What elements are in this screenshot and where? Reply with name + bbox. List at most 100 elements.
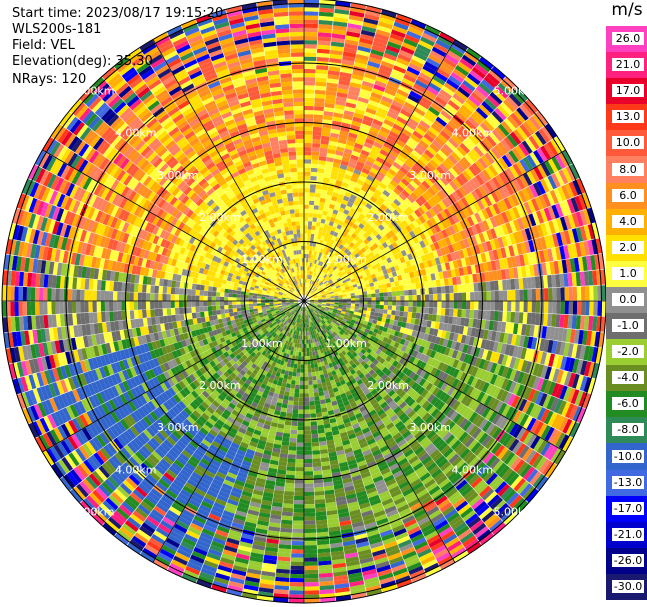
range-gate bbox=[369, 216, 377, 224]
range-gate bbox=[521, 324, 527, 336]
range-gate bbox=[308, 293, 312, 297]
range-gate bbox=[408, 222, 416, 231]
range-gate bbox=[392, 301, 397, 306]
range-gate bbox=[384, 332, 391, 339]
range-gate bbox=[307, 274, 310, 279]
range-gate bbox=[530, 276, 536, 289]
range-gate bbox=[287, 400, 294, 406]
range-gate bbox=[385, 207, 393, 216]
range-gate bbox=[315, 507, 327, 513]
range-gate bbox=[396, 57, 410, 67]
range-gate bbox=[529, 116, 542, 131]
range-gate bbox=[309, 296, 314, 299]
range-gate bbox=[474, 357, 482, 368]
range-gate bbox=[492, 203, 501, 215]
range-gate bbox=[362, 331, 368, 337]
range-gate bbox=[509, 368, 517, 381]
range-gate bbox=[305, 266, 308, 271]
range-gate bbox=[322, 318, 327, 323]
range-gate bbox=[364, 111, 375, 119]
range-gate bbox=[429, 350, 437, 359]
range-gate bbox=[450, 269, 457, 278]
range-gate bbox=[304, 258, 307, 263]
range-gate bbox=[519, 483, 533, 498]
range-gate bbox=[481, 382, 490, 393]
range-gate bbox=[412, 365, 420, 374]
range-gate bbox=[348, 273, 354, 278]
range-gate bbox=[348, 14, 364, 22]
range-gate bbox=[507, 115, 520, 129]
range-gate bbox=[446, 421, 456, 432]
range-gate bbox=[531, 390, 540, 404]
range-gate bbox=[304, 545, 317, 550]
range-gate bbox=[362, 291, 368, 295]
range-gate bbox=[307, 279, 310, 284]
range-gate bbox=[532, 473, 545, 488]
range-gate bbox=[332, 288, 338, 292]
range-gate bbox=[349, 82, 362, 89]
range-gate bbox=[427, 259, 433, 268]
range-gate bbox=[418, 195, 427, 204]
range-gate bbox=[308, 305, 312, 309]
range-gate bbox=[304, 126, 313, 131]
range-gate bbox=[300, 360, 304, 365]
range-gate bbox=[370, 286, 375, 291]
range-gate bbox=[576, 407, 586, 424]
range-gate bbox=[351, 281, 357, 286]
range-gate bbox=[415, 395, 424, 404]
range-gate bbox=[419, 240, 426, 249]
range-gate bbox=[497, 236, 505, 248]
range-gate bbox=[309, 302, 314, 304]
range-gate bbox=[497, 123, 510, 137]
range-gate bbox=[489, 457, 501, 470]
range-gate bbox=[525, 118, 538, 133]
range-gate bbox=[427, 280, 433, 288]
range-gate bbox=[338, 302, 343, 305]
range-gate bbox=[306, 278, 309, 284]
range-gate bbox=[494, 290, 500, 301]
range-gate bbox=[381, 279, 387, 285]
range-gate bbox=[391, 291, 397, 297]
range-gate bbox=[393, 96, 406, 105]
range-gate bbox=[578, 391, 588, 408]
range-gate bbox=[294, 495, 304, 501]
range-gate bbox=[441, 301, 446, 309]
range-gate bbox=[338, 316, 344, 321]
range-gate bbox=[440, 308, 446, 316]
range-gate bbox=[354, 61, 367, 69]
range-gate bbox=[294, 483, 304, 488]
range-gate bbox=[315, 309, 319, 313]
range-gate bbox=[507, 195, 516, 208]
range-gate bbox=[309, 405, 316, 410]
range-gate bbox=[304, 142, 312, 148]
range-gate bbox=[313, 250, 318, 256]
range-gate bbox=[337, 88, 349, 94]
range-gate bbox=[307, 292, 311, 297]
range-gate bbox=[406, 387, 415, 396]
range-gate bbox=[304, 499, 315, 505]
range-gate bbox=[367, 60, 381, 69]
range-gate bbox=[494, 144, 505, 157]
range-gate bbox=[327, 319, 333, 323]
range-gate bbox=[431, 46, 447, 57]
range-gate bbox=[462, 170, 472, 182]
range-gate bbox=[416, 159, 426, 168]
range-gate bbox=[385, 369, 392, 377]
range-gate bbox=[504, 118, 516, 132]
range-gate bbox=[317, 168, 325, 174]
range-gate bbox=[562, 418, 573, 434]
range-gate bbox=[362, 226, 369, 233]
range-gate bbox=[304, 40, 318, 45]
range-gate bbox=[313, 238, 318, 243]
range-gate bbox=[335, 285, 341, 289]
range-gate bbox=[571, 343, 578, 359]
range-gate bbox=[356, 282, 362, 287]
range-gate bbox=[559, 245, 566, 260]
range-gate bbox=[367, 209, 375, 217]
range-gate bbox=[503, 392, 513, 405]
range-gate bbox=[461, 394, 470, 405]
range-gate bbox=[409, 180, 419, 189]
range-gate bbox=[330, 299, 335, 301]
range-gate bbox=[388, 37, 403, 46]
range-gate bbox=[380, 321, 386, 327]
